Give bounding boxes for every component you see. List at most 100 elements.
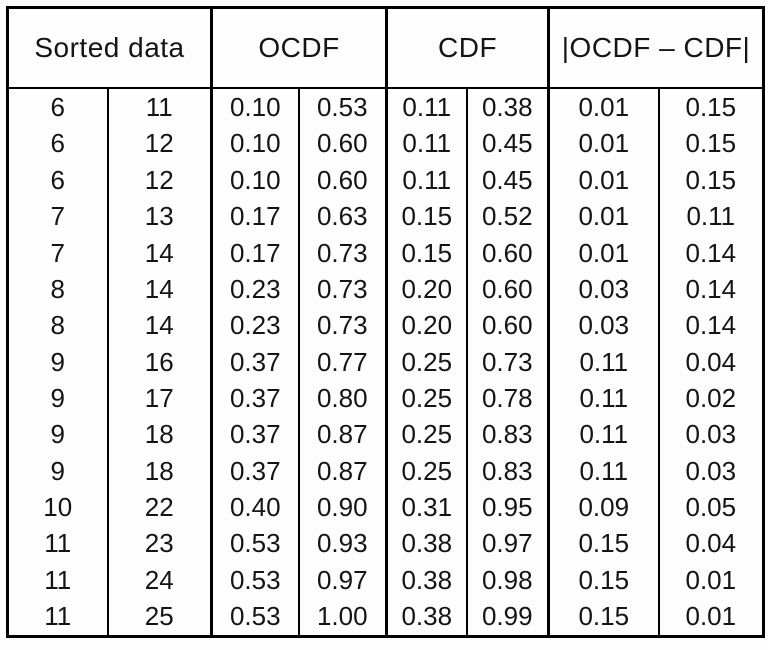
table-cell: 0.38 [386,561,468,598]
table-cell: 0.17 [211,197,300,235]
table-cell: 11 [7,561,109,598]
table-row: 8 14 0.23 0.73 0.20 0.60 0.03 0.14 [7,307,764,344]
table-cell: 25 [107,597,213,637]
table-cell: 0.60 [466,307,551,344]
table-cell: 0.37 [211,452,300,489]
table-cell: 0.38 [386,525,468,562]
table-cell: 14 [107,270,213,308]
table-row: 9 16 0.37 0.77 0.25 0.73 0.11 0.04 [7,343,764,380]
table-cell: 0.90 [298,488,389,526]
table-cell: 0.11 [386,87,468,126]
table-cell: 9 [7,416,109,453]
table-cell: 0.78 [466,379,551,417]
table-cell: 0.03 [548,270,660,308]
table-cell: 6 [7,125,109,162]
table-cell: 0.15 [685,91,737,122]
table-cell: 0.53 [211,597,300,637]
header-abs-ocdf-minus-cdf: |OCDF – CDF| [548,7,764,89]
table-cell: 0.01 [548,87,660,126]
table-cell: 18 [107,416,213,453]
ks-statistics-table: Sorted data OCDF CDF |OCDF – CDF| 6 11 0.1… [6,6,766,638]
table-cell: 0.83 [466,452,551,489]
table-cell: 0.03 [685,455,737,486]
table-row: 7 14 0.17 0.73 0.15 0.60 0.01 0.14 [7,234,764,271]
table-cell: 9 [7,343,109,380]
table-cell: 11 [7,597,109,637]
table-cell: 0.11 [386,161,468,198]
table-cell: 0.93 [298,525,389,562]
table-cell: 0.09 [548,488,660,526]
table-cell: 0.11 [548,416,660,453]
table-cell: 0.10 [211,125,300,162]
table-cell: 0.01 [548,161,660,198]
table-cell: 0.45 [466,161,551,198]
table-cell: 0.25 [386,452,468,489]
table-row: 10 22 0.40 0.90 0.31 0.95 0.09 0.05 [7,488,764,526]
table-cell: 14 [107,234,213,271]
header-cdf: CDF [386,7,551,89]
table-cell: 0.03 [685,419,737,450]
table-cell: 6 [7,87,109,126]
table-cell: 13 [107,197,213,235]
table-cell: 0.40 [211,488,300,526]
table-cell: 22 [107,488,213,526]
table-cell: 0.97 [466,525,551,562]
table-cell: 0.17 [211,234,300,271]
table-cell: 23 [107,525,213,562]
table-cell: 0.53 [211,561,300,598]
table-cell: 11 [107,87,213,126]
table-cell: 8 [7,270,109,308]
table-cell: 0.31 [386,488,468,526]
table-cell: 0.15 [386,234,468,271]
table-cell: 8 [7,307,109,344]
table-cell: 0.60 [298,161,389,198]
table-cell: 0.25 [386,416,468,453]
table-cell: 0.20 [386,270,468,308]
table-cell: 0.14 [685,237,737,268]
table-cell: 0.83 [466,416,551,453]
table-cell: 0.63 [298,197,389,235]
table-cell: 0.38 [466,87,551,126]
table-cell: 7 [7,197,109,235]
table-row: 9 18 0.37 0.87 0.25 0.83 0.11 0.03 [7,416,764,453]
table-cell: 0.15 [548,561,660,598]
table-cell: 10 [7,488,109,526]
table-cell: 0.01 [685,564,737,595]
table-cell: 0.11 [686,201,736,232]
table-cell: 18 [107,452,213,489]
table-cell: 9 [7,379,109,417]
table-cell: 11 [7,525,109,562]
table-cell: 0.77 [298,343,389,380]
table-body: 6 11 0.10 0.53 0.11 0.38 0.01 0.15 6 12 0.10 0.60 0.… [7,87,764,637]
table-cell: 0.98 [466,561,551,598]
table-cell: 0.37 [211,379,300,417]
table-cell: 0.05 [685,492,737,523]
table-cell: 0.15 [685,128,737,159]
table-cell: 0.25 [386,379,468,417]
table-cell: 0.04 [685,528,737,559]
table-row: 9 17 0.37 0.80 0.25 0.78 0.11 0.02 [7,379,764,417]
table-cell: 0.53 [298,87,389,126]
table-row: 11 23 0.53 0.93 0.38 0.97 0.15 0.04 [7,525,764,562]
table-cell: 0.10 [211,87,300,126]
table-cell: 0.01 [548,197,660,235]
table-cell: 0.10 [211,161,300,198]
table-cell: 0.20 [386,307,468,344]
header-row: Sorted data OCDF CDF |OCDF – CDF| [7,7,764,89]
table-cell: 0.80 [298,379,389,417]
table-row: 6 12 0.10 0.60 0.11 0.45 0.01 0.15 [7,125,764,162]
table-cell: 0.60 [298,125,389,162]
table-cell: 12 [107,161,213,198]
table-cell: 24 [107,561,213,598]
table-cell: 0.52 [466,197,551,235]
table-cell: 0.01 [548,234,660,271]
table-cell: 0.01 [685,601,737,632]
table-cell: 0.01 [548,125,660,162]
table-cell: 0.38 [386,597,468,637]
table-cell: 0.45 [466,125,551,162]
table-cell: 0.37 [211,416,300,453]
table-cell: 0.87 [298,416,389,453]
table-cell: 0.15 [548,525,660,562]
table-cell: 0.99 [466,597,551,637]
table-cell: 0.15 [548,597,660,637]
